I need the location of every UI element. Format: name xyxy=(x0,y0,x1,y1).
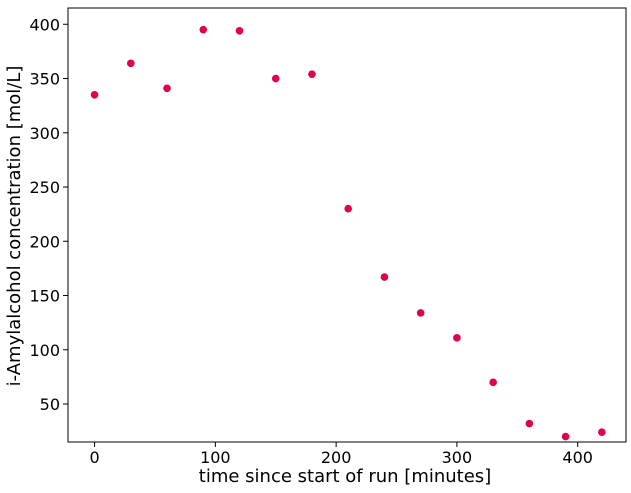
y-tick-label: 300 xyxy=(29,124,60,143)
x-tick-label: 200 xyxy=(321,448,352,467)
y-tick-label: 100 xyxy=(29,341,60,360)
data-point xyxy=(235,26,244,35)
data-point xyxy=(525,419,534,428)
data-point xyxy=(308,70,316,78)
data-point xyxy=(416,309,425,317)
plot-frame xyxy=(67,7,627,443)
x-tick-label: 0 xyxy=(89,448,99,467)
data-point xyxy=(489,378,497,387)
data-point xyxy=(199,25,208,34)
data-point xyxy=(127,59,135,68)
x-tick-label: 100 xyxy=(200,448,231,467)
data-point xyxy=(90,91,99,99)
data-point xyxy=(598,428,606,437)
data-point xyxy=(380,273,389,281)
x-axis-title: time since start of run [minutes] xyxy=(199,466,491,487)
y-axis-title: i-Amylalcohol concentration [mol/L] xyxy=(4,66,25,387)
y-tick-label: 400 xyxy=(29,15,60,34)
x-tick-label: 300 xyxy=(442,448,473,467)
data-point xyxy=(453,334,461,342)
data-point xyxy=(561,432,570,441)
plot-area: 0 100 200 300 400 50 100 150 200 250 300 350 400 xyxy=(29,7,627,467)
y-tick-label: 150 xyxy=(29,287,60,306)
data-point xyxy=(271,74,280,83)
data-point xyxy=(344,204,353,213)
y-tick-label: 350 xyxy=(29,70,60,89)
y-tick-label: 50 xyxy=(40,395,60,414)
y-tick-label: 250 xyxy=(29,178,60,197)
y-tick-label: 200 xyxy=(29,232,60,251)
data-point xyxy=(163,84,171,93)
x-tick-label: 400 xyxy=(562,448,593,467)
